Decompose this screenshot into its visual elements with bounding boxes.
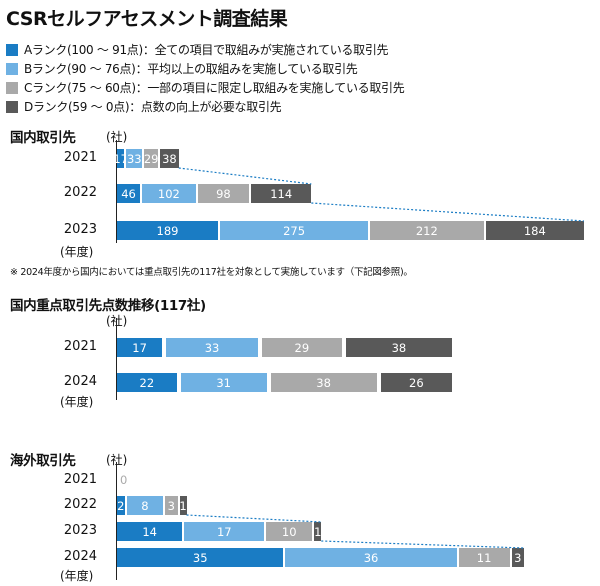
bar-segment: 98 — [197, 184, 250, 203]
legend-item-a: Aランク(100 ～ 91点)：全ての項目で取組みが実施されている取引先 — [6, 40, 404, 59]
legend-label-d: Dランク(59 ～ 0点)：点数の向上が必要な取引先 — [24, 100, 282, 114]
legend-item-c: Cランク(75 ～ 60点)：一部の項目に限定し取組みを実施している取引先 — [6, 78, 405, 97]
chart-year-unit-domestic: (年度) — [60, 245, 94, 259]
bar-segment: 184 — [485, 221, 584, 240]
bar-segment: 3 — [165, 496, 178, 515]
chart-title-domestic: 国内取引先 — [10, 130, 76, 146]
bar-segment: 46 — [117, 184, 141, 203]
bar-segment: 26 — [380, 373, 452, 392]
category-label: 2024 — [63, 549, 97, 564]
category-label: 2022 — [63, 185, 97, 200]
bar-segment: 38 — [160, 149, 179, 168]
bar-segment: 10 — [266, 522, 313, 541]
bar-segment: 1 — [179, 496, 187, 515]
chart-unit-domestic: (社) — [106, 130, 128, 144]
bar-segment: 17 — [113, 149, 128, 168]
chart-title-key-suppliers: 国内重点取引先点数推移(117社) — [10, 298, 206, 314]
y-axis-line-domestic — [116, 140, 117, 243]
bar-segment: 22 — [117, 373, 177, 392]
bar-segment: 36 — [285, 548, 457, 567]
legend: Aランク(100 ～ 91点)：全ての項目で取組みが実施されている取引先 Bラン… — [6, 40, 405, 116]
bar-segment: 2 — [117, 496, 125, 515]
chart-year-unit-key-suppliers: (年度) — [60, 395, 94, 409]
y-axis-line-overseas — [116, 462, 117, 580]
bar-segment: 33 — [166, 338, 258, 357]
legend-swatch-a — [6, 43, 18, 56]
bar-segment: 102 — [142, 184, 196, 203]
bar-segment: 31 — [180, 373, 267, 392]
category-label: 2021 — [63, 339, 97, 354]
category-label: 2024 — [63, 374, 97, 389]
legend-item-d: Dランク(59 ～ 0点)：点数の向上が必要な取引先 — [6, 97, 404, 116]
bar-segment: 3 — [511, 548, 524, 567]
bar-segment: 29 — [261, 338, 342, 357]
bar-segment: 35 — [117, 548, 284, 567]
category-label: 2021 — [63, 150, 97, 165]
bar-segment: 275 — [220, 221, 369, 240]
bar-segment: 11 — [458, 548, 510, 567]
bar-segment: 29 — [144, 149, 159, 168]
bar-segment: 14 — [117, 522, 183, 541]
growth-connector-line — [186, 514, 322, 523]
bar-segment: 114 — [251, 184, 312, 203]
legend-swatch-d — [6, 100, 18, 113]
bar-segment: 38 — [270, 373, 377, 392]
growth-connector-line — [321, 540, 525, 549]
category-label: 2023 — [63, 523, 97, 538]
chart-title-overseas: 海外取引先 — [10, 453, 76, 469]
legend-label-a: Aランク(100 ～ 91点)：全ての項目で取組みが実施されている取引先 — [24, 43, 389, 57]
bar-segment: 33 — [126, 149, 143, 168]
chart-year-unit-overseas: (年度) — [60, 569, 94, 583]
legend-label-c: Cランク(75 ～ 60点)：一部の項目に限定し取組みを実施している取引先 — [24, 81, 405, 95]
bar-segment: 8 — [126, 496, 164, 515]
growth-connector-line — [311, 202, 585, 222]
legend-swatch-b — [6, 62, 18, 75]
category-label: 2021 — [63, 472, 97, 487]
category-label: 2023 — [63, 222, 97, 237]
bar-segment: 1 — [314, 522, 321, 541]
category-label: 2022 — [63, 497, 97, 512]
bar-segment: 189 — [117, 221, 219, 240]
legend-item-b: Bランク(90 ～ 76点)：平均以上の取組みを実施している取引先 — [6, 59, 404, 78]
bar-segment: 38 — [345, 338, 452, 357]
bar-segment: 212 — [370, 221, 484, 240]
bar-segment: 17 — [184, 522, 265, 541]
y-axis-line-key-suppliers — [116, 318, 117, 400]
growth-connector-line — [178, 167, 312, 185]
legend-swatch-c — [6, 81, 18, 94]
legend-label-b: Bランク(90 ～ 76点)：平均以上の取組みを実施している取引先 — [24, 62, 358, 76]
data-label-zero: 0 — [120, 473, 128, 487]
bar-segment: 17 — [117, 338, 163, 357]
chart-unit-overseas: (社) — [106, 453, 128, 467]
page-title: CSRセルフアセスメント調査結果 — [6, 8, 288, 30]
footnote: ※ 2024年度から国内においては重点取引先の117社を対象として実施しています… — [10, 267, 413, 278]
